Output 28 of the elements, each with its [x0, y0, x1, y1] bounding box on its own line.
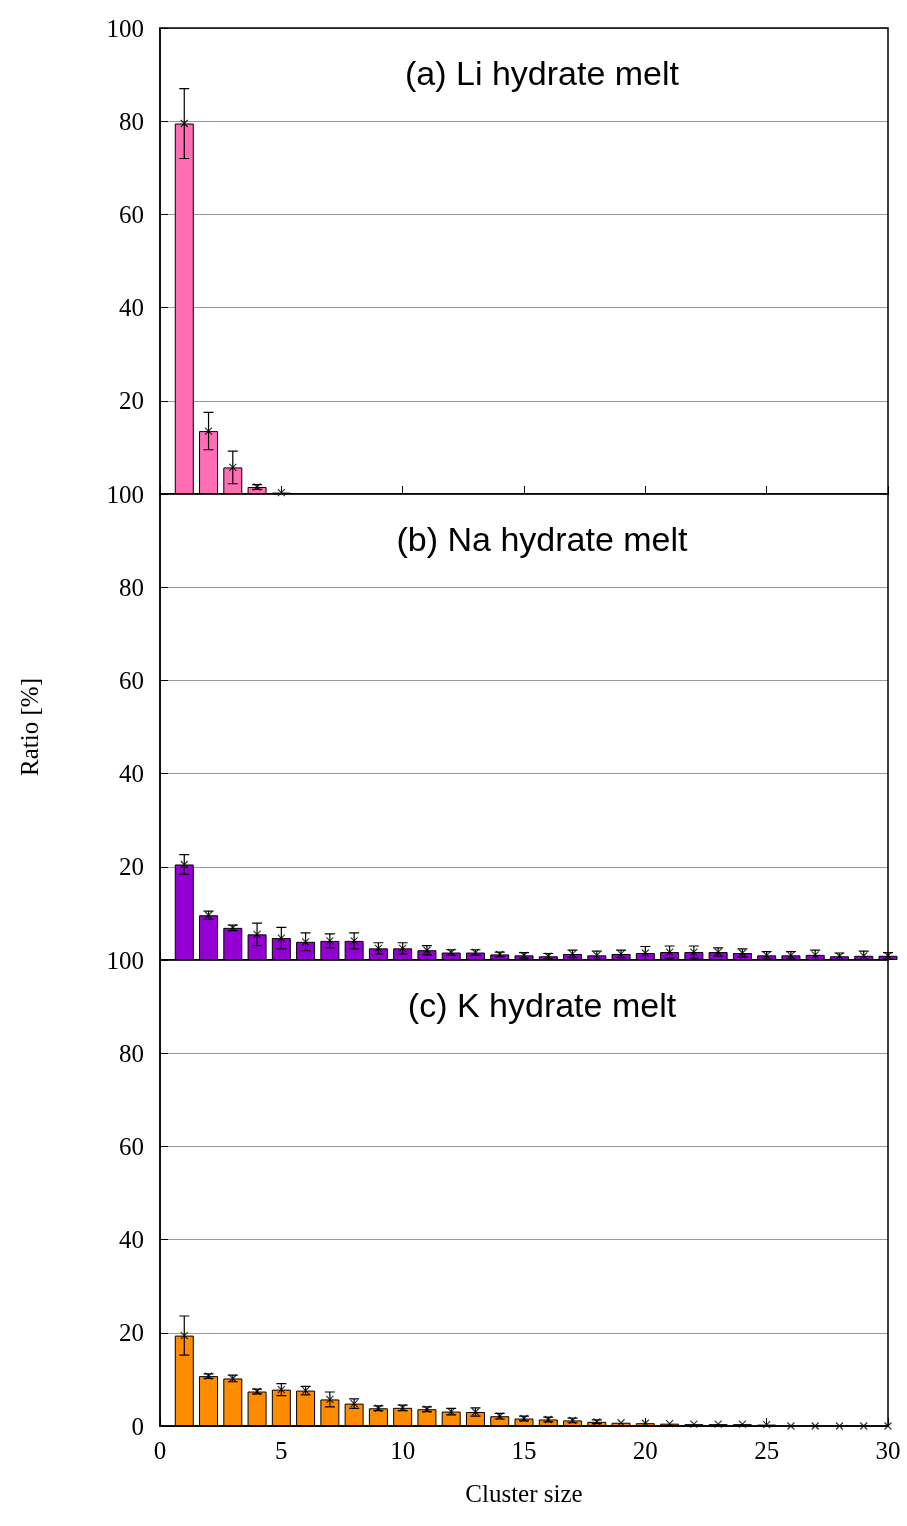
y-tick-label: 100: [106, 480, 144, 508]
y-tick-label: 40: [119, 294, 144, 322]
text: (c) K hydrate melt: [407, 986, 677, 1024]
x-axis-title: Cluster size: [465, 1480, 583, 1507]
y-tick-label: 40: [119, 1226, 144, 1254]
y-tick-label: 20: [119, 387, 144, 415]
y-tick-label: 80: [119, 107, 144, 135]
y-axis-title: Ratio [%]: [16, 678, 43, 776]
y-tick-label: 100: [106, 14, 144, 42]
text: (b) Na hydrate melt: [396, 520, 689, 558]
y-tick-label: 60: [119, 666, 144, 694]
y-tick-label: 60: [119, 200, 144, 228]
x-tick-label: 30: [875, 1437, 901, 1464]
x-tick-label: 10: [390, 1437, 416, 1464]
x-tick-label: 20: [632, 1437, 658, 1464]
y-tick-label: 40: [119, 760, 144, 788]
y-tick-label: 20: [119, 853, 144, 881]
x-tick-label: 25: [754, 1437, 780, 1464]
y-tick-label: 100: [106, 946, 144, 974]
y-tick-label: 80: [119, 1039, 144, 1067]
x-tick-label: 0: [153, 1437, 167, 1464]
y-tick-label: 20: [119, 1319, 144, 1347]
x-tick-label: 5: [275, 1437, 288, 1464]
y-tick-label: 80: [119, 573, 144, 601]
x-tick-label: 15: [511, 1437, 537, 1464]
y-tick-label: 0: [131, 1412, 144, 1440]
y-tick-label: 60: [119, 1132, 144, 1160]
text: (a) Li hydrate melt: [405, 54, 680, 92]
